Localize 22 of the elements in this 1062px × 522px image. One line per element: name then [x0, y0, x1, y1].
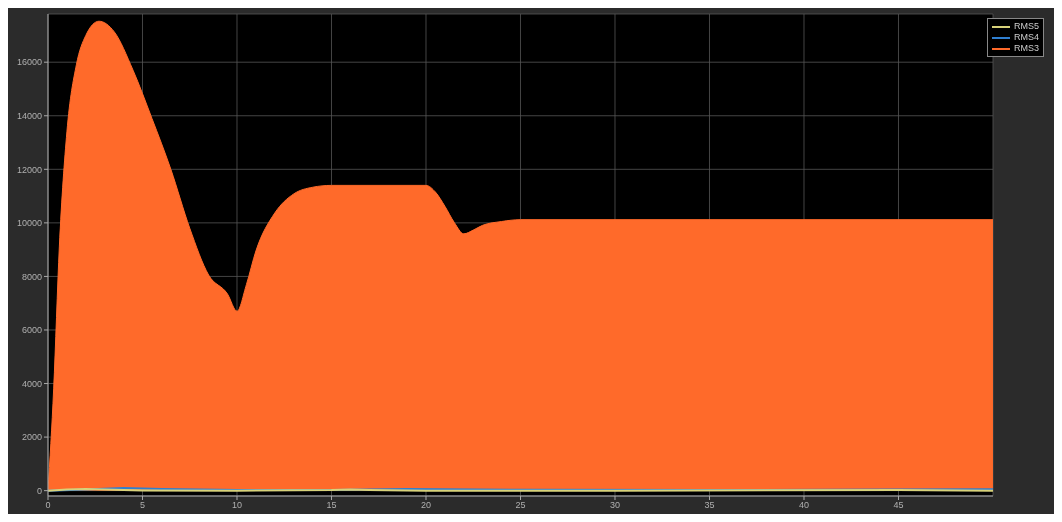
- x-tick-label: 5: [139, 500, 146, 511]
- x-tick-label: 20: [420, 500, 431, 511]
- x-tick-label: 15: [326, 500, 337, 511]
- y-tick-label: 8000: [21, 271, 42, 282]
- y-tick-label: 2000: [21, 432, 42, 443]
- legend-label: RMS4: [1013, 32, 1039, 43]
- x-tick-label: 25: [515, 500, 526, 511]
- y-tick-label: 4000: [21, 378, 42, 389]
- x-tick-label: 35: [704, 500, 715, 511]
- x-tick-label: 0: [45, 500, 51, 511]
- y-tick-label: 10000: [16, 218, 42, 229]
- x-tick-label: 10: [231, 500, 242, 511]
- x-tick-label: 40: [798, 500, 809, 511]
- y-tick-label: 12000: [16, 164, 42, 175]
- y-tick-label: 16000: [16, 57, 42, 68]
- legend-label: RMS3: [1013, 43, 1039, 54]
- y-tick-label: 6000: [21, 325, 42, 336]
- y-tick-label: 14000: [16, 110, 42, 121]
- x-tick-label: 45: [893, 500, 904, 511]
- legend-label: RMS5: [1013, 21, 1039, 32]
- y-tick-label: 0: [36, 485, 42, 496]
- x-tick-label: 30: [609, 500, 620, 511]
